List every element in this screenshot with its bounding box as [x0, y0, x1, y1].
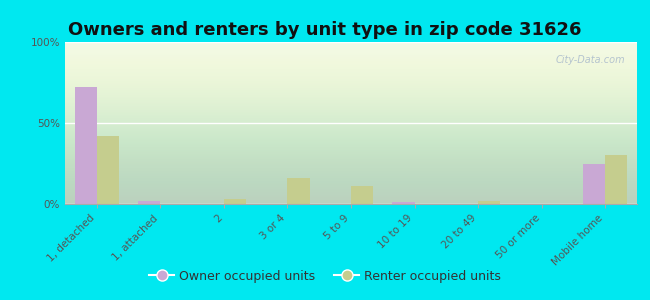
Bar: [224, 199, 246, 204]
Text: City-Data.com: City-Data.com: [556, 55, 625, 65]
Bar: [75, 87, 97, 204]
Bar: [138, 201, 161, 204]
Bar: [351, 186, 373, 204]
Bar: [605, 155, 627, 204]
Bar: [97, 136, 119, 204]
Bar: [393, 202, 415, 204]
Bar: [583, 164, 605, 204]
Text: Owners and renters by unit type in zip code 31626: Owners and renters by unit type in zip c…: [68, 21, 582, 39]
Legend: Owner occupied units, Renter occupied units: Owner occupied units, Renter occupied un…: [144, 265, 506, 288]
Bar: [287, 178, 309, 204]
Bar: [478, 201, 500, 204]
